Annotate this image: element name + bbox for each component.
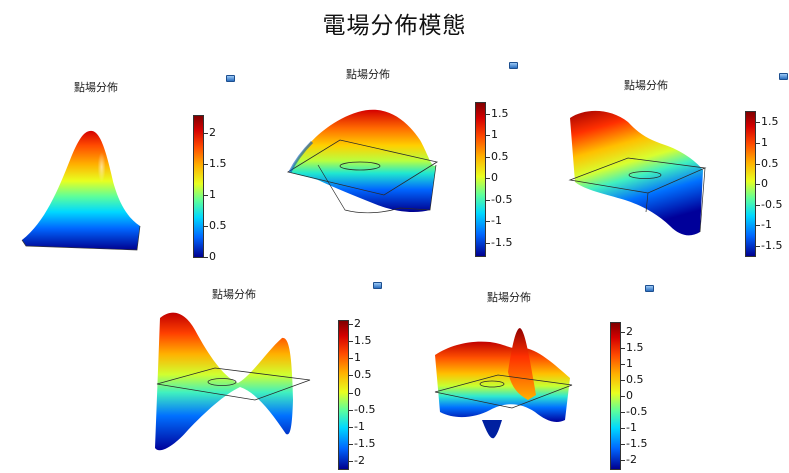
- colorbar-tick: 1.5: [349, 334, 372, 347]
- colorbar-tick: 2: [349, 317, 361, 330]
- colorbar-tick: 1: [486, 128, 498, 141]
- colorbar-tick: 0: [756, 177, 768, 190]
- colorbar-tick: 2: [204, 126, 216, 139]
- colorbar-tick: -1: [349, 420, 365, 433]
- colorbar-tick: -2: [349, 454, 365, 467]
- colorbar-tick: -0.5: [620, 405, 648, 418]
- colorbar-tick: -1: [756, 218, 772, 231]
- panel-title: 點場分佈: [346, 68, 390, 81]
- colorbar-tick: 1: [349, 351, 361, 364]
- colorbar-tick: -1: [621, 421, 637, 434]
- page-title: 電場分佈模態: [322, 13, 467, 39]
- colorbar-tick: 0: [486, 171, 498, 184]
- panel-title: 點場分佈: [487, 291, 531, 304]
- colorbar-tick: 1.5: [756, 115, 779, 128]
- panel-title: 點場分佈: [74, 81, 118, 94]
- export-icon[interactable]: [645, 285, 654, 292]
- colorbar-tick: 0.5: [204, 219, 227, 232]
- panel-title: 點場分佈: [624, 79, 668, 92]
- colorbar-3: [745, 111, 756, 257]
- export-icon[interactable]: [226, 75, 235, 82]
- colorbar-tick: 1.5: [486, 107, 509, 120]
- colorbar-tick: -1.5: [620, 437, 648, 450]
- colorbar-tick: 0.5: [756, 157, 779, 170]
- colorbar-tick: -0.5: [485, 193, 513, 206]
- colorbar-tick: 0: [621, 389, 633, 402]
- export-icon[interactable]: [509, 62, 518, 69]
- colorbar-tick: 2: [621, 325, 633, 338]
- colorbar-tick: -0.5: [348, 403, 376, 416]
- colorbar-tick: 0.5: [621, 373, 644, 386]
- colorbar-4: [338, 320, 349, 470]
- colorbar-tick: 0: [204, 250, 216, 263]
- colorbar-tick: -2: [621, 453, 637, 466]
- colorbar-tick: 1.5: [621, 341, 644, 354]
- colorbar-tick: 0.5: [349, 368, 372, 381]
- colorbar-tick: 1: [756, 136, 768, 149]
- colorbar-5: [610, 322, 621, 470]
- colorbar-tick: -1: [486, 214, 502, 227]
- colorbar-tick: -1.5: [348, 437, 376, 450]
- colorbar-1: [193, 115, 204, 258]
- colorbar-tick: -1.5: [755, 239, 783, 252]
- colorbar-tick: 1.5: [204, 157, 227, 170]
- colorbar-tick: -1.5: [485, 236, 513, 249]
- colorbar-tick: 0: [349, 386, 361, 399]
- panel-title: 點場分佈: [212, 288, 256, 301]
- colorbar-tick: -0.5: [755, 198, 783, 211]
- colorbar-tick: 1: [621, 357, 633, 370]
- colorbar-2: [475, 102, 486, 257]
- colorbar-tick: 1: [204, 188, 216, 201]
- export-icon[interactable]: [779, 73, 788, 80]
- colorbar-tick: 0.5: [486, 150, 509, 163]
- export-icon[interactable]: [373, 282, 382, 289]
